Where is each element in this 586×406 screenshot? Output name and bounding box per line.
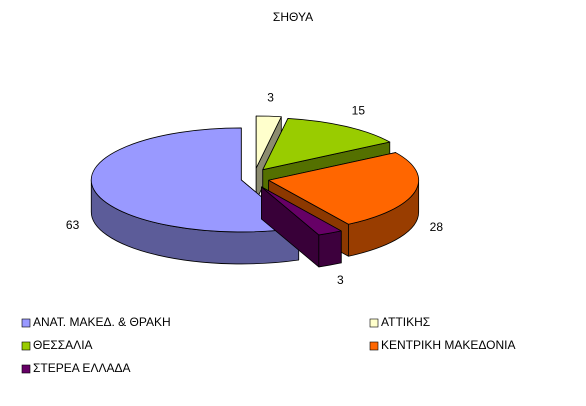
data-label: 63	[66, 218, 80, 232]
data-label: 28	[430, 220, 444, 234]
data-label: 15	[352, 104, 366, 118]
slice-top	[262, 118, 391, 171]
legend-label: ΑΤΤΙΚΗΣ	[381, 315, 430, 329]
legend-swatch	[369, 341, 379, 351]
legend-swatch	[21, 364, 31, 374]
legend-label: ΘΕΣΣΑΛΙΑ	[33, 338, 93, 352]
slice-side	[318, 230, 342, 268]
legend-label: ΣΤΕΡΕΑ ΕΛΛΑΔΑ	[33, 361, 131, 375]
pie-slice	[261, 186, 342, 268]
legend-label: ΑΝΑΤ. ΜΑΚΕΔ. & ΘΡΑΚΗ	[33, 315, 171, 329]
slice-top	[90, 127, 300, 233]
legend-swatch	[369, 318, 379, 328]
slice-top	[268, 152, 419, 225]
legend-label: ΚΕΝΤΡΙΚΗ ΜΑΚΕΔΟΝΙΑ	[381, 338, 515, 352]
legend-swatch	[21, 341, 31, 351]
slice-top	[255, 115, 282, 169]
data-label: 3	[267, 90, 274, 104]
chart-title: ΣΗΘΥΑ	[273, 10, 313, 24]
data-label: 3	[337, 273, 344, 287]
legend-swatch	[21, 318, 31, 328]
slice-top	[261, 186, 342, 236]
